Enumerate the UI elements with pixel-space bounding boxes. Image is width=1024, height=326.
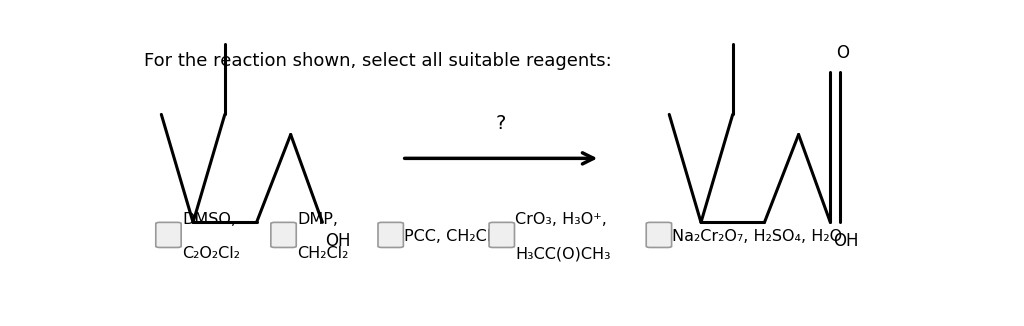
Text: Na₂Cr₂O₇, H₂SO₄, H₂O: Na₂Cr₂O₇, H₂SO₄, H₂O — [673, 229, 843, 244]
Text: For the reaction shown, select all suitable reagents:: For the reaction shown, select all suita… — [143, 52, 611, 70]
FancyBboxPatch shape — [489, 222, 514, 247]
Text: OH: OH — [325, 232, 350, 250]
Text: DMP,: DMP, — [297, 212, 338, 227]
Text: PCC, CH₂Cl₂: PCC, CH₂Cl₂ — [404, 229, 498, 244]
Text: ?: ? — [496, 114, 506, 133]
Text: H₃CC(O)CH₃: H₃CC(O)CH₃ — [515, 246, 611, 261]
Text: O: O — [836, 44, 849, 62]
Text: OH: OH — [833, 232, 858, 250]
Text: CrO₃, H₃O⁺,: CrO₃, H₃O⁺, — [515, 212, 607, 227]
Text: CH₂Cl₂: CH₂Cl₂ — [297, 246, 348, 261]
FancyBboxPatch shape — [270, 222, 296, 247]
Text: C₂O₂Cl₂: C₂O₂Cl₂ — [182, 246, 240, 261]
Text: DMSO,: DMSO, — [182, 212, 236, 227]
FancyBboxPatch shape — [646, 222, 672, 247]
FancyBboxPatch shape — [378, 222, 403, 247]
FancyBboxPatch shape — [156, 222, 181, 247]
